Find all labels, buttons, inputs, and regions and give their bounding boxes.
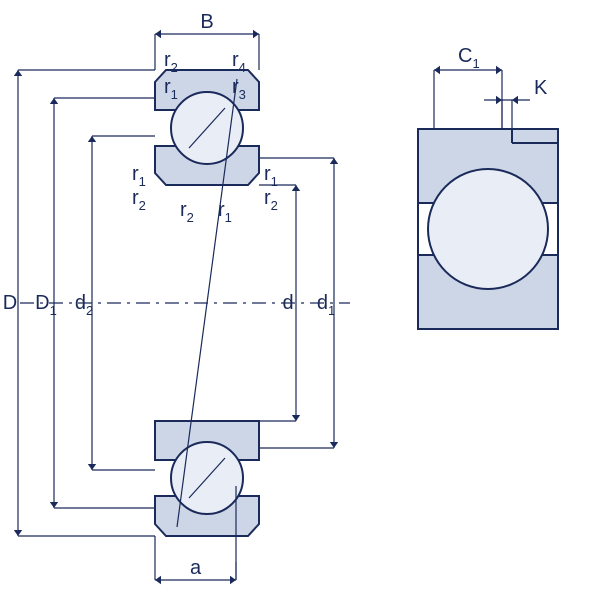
dim-K-label: K	[534, 77, 548, 99]
label-r2_tr: r2	[264, 187, 278, 213]
detail-ball	[428, 169, 548, 289]
dim-d1-label: d1	[317, 292, 335, 318]
label-r2_inn_l: r2	[180, 199, 194, 225]
label-r1_inn_r: r1	[218, 199, 232, 225]
label-r2_tl: r2	[132, 187, 146, 213]
dim-d2-label: d2	[75, 292, 93, 318]
dim-a-label: a	[190, 557, 202, 579]
dim-D-label: D	[3, 292, 17, 314]
dim-C1-label: C1	[458, 45, 480, 71]
dim-d-label: d	[282, 292, 293, 314]
dim-B-label: B	[200, 11, 213, 33]
label-r1_tl: r1	[132, 163, 146, 189]
